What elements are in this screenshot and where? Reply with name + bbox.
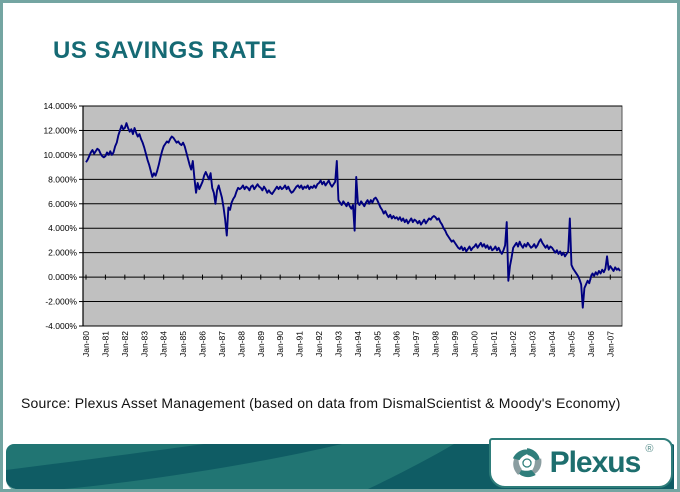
x-tick-label: Jan-00 bbox=[469, 331, 479, 357]
line-chart-canvas: 14.000% 12.000% 10.000% 8.000% 6.000% 4.000% 2… bbox=[43, 101, 623, 357]
x-tick-label: Jan-04 bbox=[547, 331, 557, 357]
y-axis-labels: 14.000% 12.000% 10.000% 8.000% 6.000% 4.000% 2… bbox=[43, 101, 77, 331]
x-tick-label: Jan-92 bbox=[314, 331, 324, 357]
dark-swoosh-left bbox=[6, 444, 342, 489]
y-tick-label: 8.000% bbox=[48, 174, 77, 184]
x-tick-label: Jan-88 bbox=[236, 331, 246, 357]
x-tick-label: Jan-87 bbox=[217, 331, 227, 357]
y-tick-label: 4.000% bbox=[48, 223, 77, 233]
x-tick-label: Jan-02 bbox=[508, 331, 518, 357]
savings-rate-line bbox=[85, 122, 621, 309]
registered-trademark-symbol: ® bbox=[645, 443, 654, 455]
page-title: US SAVINGS RATE bbox=[53, 37, 277, 64]
zero-line-ticks bbox=[85, 274, 611, 280]
x-tick-label: Jan-06 bbox=[586, 331, 596, 357]
x-tick-label: Jan-80 bbox=[81, 331, 91, 357]
x-tick-label: Jan-85 bbox=[178, 331, 188, 357]
x-tick-label: Jan-82 bbox=[120, 331, 130, 357]
swirl-blade bbox=[512, 449, 535, 461]
x-tick-label: Jan-86 bbox=[198, 331, 208, 357]
y-tick-label: 12.000% bbox=[43, 125, 77, 135]
y-tick-label: 2.000% bbox=[48, 248, 77, 258]
x-axis-labels: Jan-80 Jan-81 Jan-82 Jan-83 Jan-84 Jan-85 Jan-… bbox=[81, 331, 615, 357]
y-tick-label: 6.000% bbox=[48, 199, 77, 209]
x-tick-label: Jan-89 bbox=[256, 331, 266, 357]
x-tick-label: Jan-97 bbox=[411, 331, 421, 357]
x-tick-label: Jan-84 bbox=[159, 331, 169, 357]
x-tick-label: Jan-83 bbox=[139, 331, 149, 357]
x-tick-label: Jan-81 bbox=[100, 331, 110, 357]
x-tick-label: Jan-99 bbox=[450, 331, 460, 357]
x-tick-label: Jan-95 bbox=[372, 331, 382, 357]
y-tick-label: 0.000% bbox=[48, 272, 77, 282]
plexus-logo-box: Plexus ® bbox=[489, 438, 673, 488]
y-tick-label: -2.000% bbox=[45, 297, 77, 307]
savings-rate-chart: 14.000% 12.000% 10.000% 8.000% 6.000% 4.000% 2… bbox=[31, 99, 631, 389]
x-tick-label: Jan-98 bbox=[431, 331, 441, 357]
x-tick-label: Jan-07 bbox=[605, 331, 615, 357]
x-tick-label: Jan-90 bbox=[275, 331, 285, 357]
plot-area bbox=[82, 105, 623, 327]
x-tick-label: Jan-96 bbox=[392, 331, 402, 357]
y-tick-label: 10.000% bbox=[43, 150, 77, 160]
x-tick-label: Jan-05 bbox=[566, 331, 576, 357]
x-tick-label: Jan-01 bbox=[489, 331, 499, 357]
swirl-blade bbox=[514, 466, 536, 478]
brand-wordmark: Plexus bbox=[549, 446, 642, 479]
x-tick-label: Jan-94 bbox=[353, 331, 363, 357]
y-tick-label: -4.000% bbox=[45, 321, 77, 331]
source-note: Source: Plexus Asset Management (based o… bbox=[21, 395, 621, 411]
swirl-blade bbox=[526, 458, 542, 476]
x-tick-label: Jan-03 bbox=[528, 331, 538, 357]
x-tick-label: Jan-91 bbox=[295, 331, 305, 357]
swirl-icon bbox=[512, 448, 542, 478]
x-tick-label: Jan-93 bbox=[333, 331, 343, 357]
y-tick-label: 14.000% bbox=[43, 101, 77, 111]
